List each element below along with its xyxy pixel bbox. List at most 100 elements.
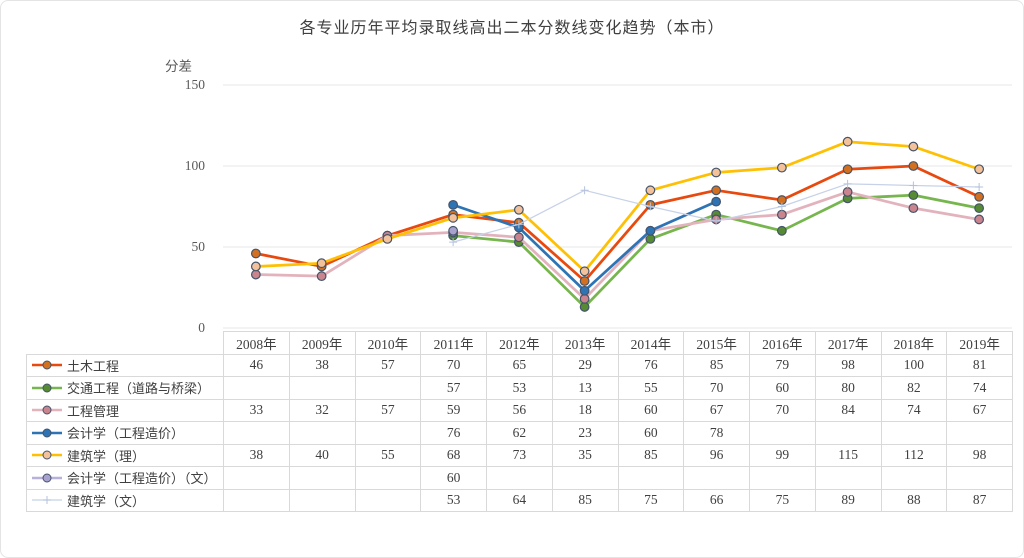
data-table: 2008年 2009年 2010年 2011年 2012年 2013年 2014年 2015年… (26, 331, 1013, 512)
data-point-marker (580, 186, 589, 195)
legend-swatch-2 (32, 405, 62, 415)
year-header-1: 2009年 (288, 331, 356, 355)
table-cell: 18 (551, 398, 619, 422)
year-header-3: 2011年 (420, 331, 487, 355)
table-cell: 40 (288, 443, 356, 467)
legend-cell-3: 会计学（工程造价） (26, 421, 224, 445)
y-tick-label-150: 150 (184, 77, 205, 92)
year-header-10: 2018年 (880, 331, 948, 355)
table-cell: 75 (749, 488, 816, 512)
data-point-marker (776, 225, 787, 236)
data-point-marker (776, 162, 787, 173)
data-point-marker (579, 266, 590, 277)
table-cell: 76 (420, 421, 487, 445)
series-name-label: 会计学（工程造价）（文） (67, 471, 217, 487)
table-row: 土木工程 46 38 57 70 65 29 76 85 79 98 100 81 (26, 353, 1013, 377)
series-name-label: 土木工程 (67, 358, 120, 374)
data-point-marker (711, 185, 722, 196)
data-point-marker (711, 167, 722, 178)
data-point-marker (579, 302, 590, 312)
legend-swatch-5 (32, 473, 62, 483)
series-name-label: 会计学（工程造价） (67, 426, 185, 442)
year-header-6: 2014年 (617, 331, 685, 355)
year-header-4: 2012年 (486, 331, 553, 355)
y-tick-label-0: 0 (198, 320, 205, 335)
table-cell: 115 (814, 443, 882, 467)
data-point-marker (908, 190, 919, 201)
legend-cell-4: 建筑学（理） (26, 443, 224, 467)
data-point-marker (777, 202, 786, 211)
table-cell (880, 466, 948, 490)
series-name-label: 建筑学（文） (67, 493, 146, 509)
table-row: 建筑学（理） 38 40 55 68 73 35 85 96 99 115 112 98 (26, 443, 1013, 467)
table-cell (749, 421, 816, 445)
data-point-marker (513, 232, 524, 243)
table-cell (814, 466, 882, 490)
table-cell (354, 488, 422, 512)
table-cell: 76 (617, 353, 685, 377)
table-cell: 35 (551, 443, 619, 467)
table-cell: 89 (814, 488, 882, 512)
data-point-marker (316, 258, 327, 269)
table-cell: 70 (683, 376, 750, 400)
table-cell: 60 (617, 421, 685, 445)
year-header-11: 2019年 (946, 331, 1013, 355)
year-header-2: 2010年 (354, 331, 422, 355)
data-point-marker (448, 212, 459, 223)
line-chart-plot (223, 84, 1012, 329)
table-cell: 67 (946, 398, 1013, 422)
table-cell: 85 (617, 443, 685, 467)
year-header-7: 2015年 (683, 331, 750, 355)
table-cell: 79 (749, 353, 816, 377)
year-header-8: 2016年 (749, 331, 816, 355)
data-point-marker (712, 217, 721, 226)
table-cell: 62 (486, 421, 553, 445)
data-point-marker (842, 136, 853, 147)
legend-cell-1: 交通工程（道路与桥梁） (26, 376, 224, 400)
series-name-label: 工程管理 (67, 403, 120, 419)
table-cell: 85 (551, 488, 619, 512)
data-point-marker (645, 185, 656, 196)
data-point-marker (908, 203, 919, 214)
table-cell (354, 421, 422, 445)
series-name-label: 建筑学（理） (67, 448, 146, 464)
table-cell: 70 (749, 398, 816, 422)
table-cell: 82 (880, 376, 948, 400)
table-cell: 74 (946, 376, 1013, 400)
table-cell: 57 (354, 398, 422, 422)
table-cell (223, 376, 290, 400)
table-row: 工程管理 33 32 57 59 56 18 60 67 70 84 74 67 (26, 398, 1013, 422)
table-cell: 85 (683, 353, 750, 377)
table-cell (223, 421, 290, 445)
table-cell (288, 466, 356, 490)
table-cell: 87 (946, 488, 1013, 512)
data-point-marker (842, 164, 853, 175)
table-cell: 73 (486, 443, 553, 467)
table-cell (617, 466, 685, 490)
data-point-marker (842, 187, 853, 197)
table-cell: 60 (749, 376, 816, 400)
table-cell: 55 (354, 443, 422, 467)
table-cell (946, 466, 1013, 490)
table-cell: 98 (814, 353, 882, 377)
table-cell: 81 (946, 353, 1013, 377)
table-cell (749, 466, 816, 490)
table-cell: 66 (683, 488, 750, 512)
table-cell: 32 (288, 398, 356, 422)
data-point-marker (776, 209, 787, 220)
table-cell: 38 (223, 443, 290, 467)
legend-cell-5: 会计学（工程造价）（文） (26, 466, 224, 490)
table-cell: 57 (354, 353, 422, 377)
data-point-marker (579, 293, 590, 304)
series-name-label: 交通工程（道路与桥梁） (67, 381, 211, 397)
series-line-0 (254, 164, 981, 283)
data-point-marker (645, 225, 656, 236)
table-cell: 70 (420, 353, 487, 377)
table-row: 建筑学（文） 53 64 85 75 66 75 89 88 87 (26, 488, 1013, 512)
table-cell: 99 (749, 443, 816, 467)
table-cell: 46 (223, 353, 290, 377)
data-point-marker (579, 276, 590, 286)
table-cell: 64 (486, 488, 553, 512)
year-header-5: 2013年 (551, 331, 619, 355)
table-cell: 56 (486, 398, 553, 422)
